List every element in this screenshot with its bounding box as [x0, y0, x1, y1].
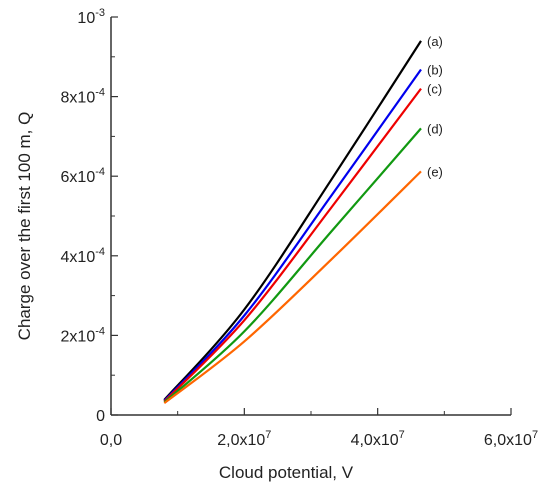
- series-lines: [163, 40, 422, 404]
- y-tick-label-exponent: -4: [95, 325, 105, 337]
- y-tick-label-exponent: -4: [95, 87, 105, 99]
- series-line-2: [163, 68, 422, 402]
- y-tick-label-mantissa: 0: [96, 408, 105, 425]
- x-tick-label-exponent: 7: [532, 429, 538, 441]
- x-tick-label-mantissa: 2,0x10: [217, 432, 265, 449]
- x-tick-label: 2,0x107: [217, 429, 271, 449]
- y-tick-label: 10-3: [77, 7, 105, 27]
- series-label-4: (d): [427, 121, 443, 136]
- series-label-1: (a): [427, 34, 443, 49]
- x-tick-label-exponent: 7: [265, 429, 271, 441]
- y-tick-label-mantissa: 6x10: [61, 169, 96, 186]
- x-tick-label-mantissa: 4,0x10: [351, 432, 399, 449]
- x-axis-title: Cloud potential, V: [219, 463, 354, 482]
- y-tick-label-exponent: -3: [95, 7, 105, 19]
- x-tick-label: 6,0x107: [484, 429, 538, 449]
- y-tick-label: 0: [96, 408, 105, 425]
- y-tick-label: 6x10-4: [61, 166, 105, 186]
- x-tick-label-mantissa: 0,0: [100, 432, 122, 449]
- series-line-4: [163, 127, 422, 404]
- y-tick-label: 2x10-4: [61, 325, 105, 345]
- x-tick-label-exponent: 7: [399, 429, 405, 441]
- y-tick-label: 4x10-4: [61, 246, 105, 266]
- y-tick-label-exponent: -4: [95, 246, 105, 258]
- x-tick-label: 0,0: [100, 432, 122, 449]
- series-line-3: [163, 87, 422, 403]
- series-label-2: (b): [427, 63, 443, 78]
- y-tick-label-mantissa: 4x10: [61, 249, 96, 266]
- y-axis-title: Charge over the first 100 m, Q: [15, 112, 34, 341]
- x-tick-label-mantissa: 6,0x10: [484, 432, 532, 449]
- series-line-5: [163, 170, 422, 404]
- series-label-5: (e): [427, 164, 443, 179]
- series-label-3: (c): [427, 82, 442, 97]
- y-tick-label-exponent: -4: [95, 166, 105, 178]
- x-axis-ticks: 0,0 2,0x107 4,0x107 6,0x107: [100, 408, 538, 449]
- x-tick-label: 4,0x107: [351, 429, 405, 449]
- y-tick-label: 8x10-4: [61, 87, 105, 107]
- y-tick-label-mantissa: 2x10: [61, 328, 96, 345]
- y-tick-label-mantissa: 10: [77, 10, 95, 27]
- axes: [110, 17, 511, 416]
- series-labels: (a) (b) (c) (d) (e): [427, 34, 443, 180]
- y-tick-label-mantissa: 8x10: [61, 90, 96, 107]
- series-line-1: [163, 40, 422, 401]
